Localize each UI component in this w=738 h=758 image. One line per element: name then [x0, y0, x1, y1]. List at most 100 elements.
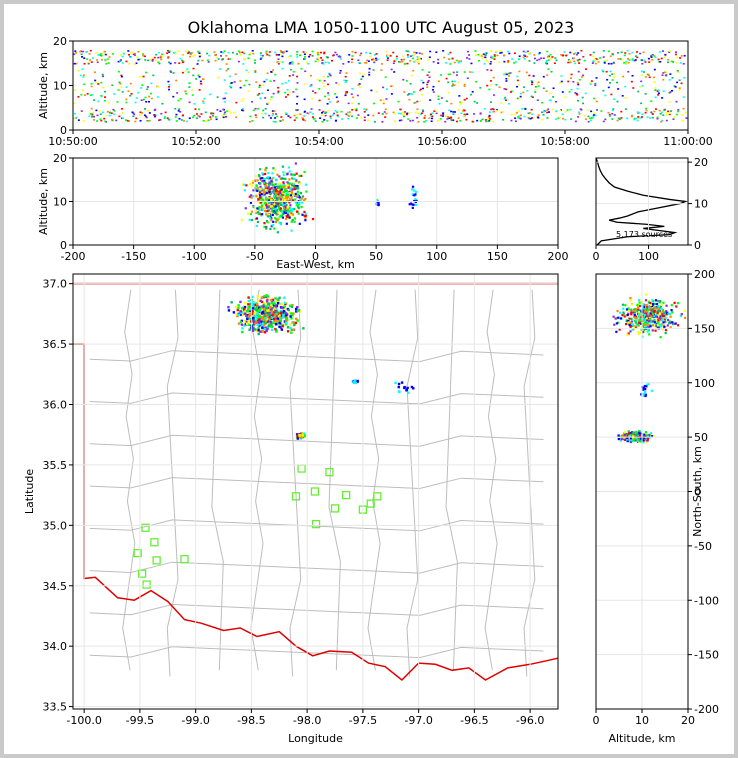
source-mark	[254, 217, 257, 220]
source-mark	[269, 98, 272, 101]
source-mark	[285, 222, 288, 225]
source-mark	[257, 314, 260, 318]
source-mark	[193, 103, 196, 105]
source-mark	[292, 193, 295, 197]
source-mark	[286, 172, 289, 175]
source-mark	[90, 61, 93, 63]
source-mark	[578, 113, 581, 115]
y-tick-label: 200	[694, 268, 715, 281]
source-mark	[288, 182, 292, 185]
y-tick-label: 20	[694, 156, 708, 169]
source-mark	[256, 299, 260, 303]
source-mark	[647, 299, 650, 302]
source-mark	[629, 325, 632, 329]
source-mark	[146, 88, 149, 91]
source-mark	[91, 114, 94, 117]
source-mark	[402, 78, 405, 81]
source-mark	[290, 190, 293, 193]
source-mark	[483, 108, 486, 110]
source-mark	[630, 439, 633, 442]
source-mark	[276, 231, 279, 234]
source-mark	[532, 75, 535, 77]
source-mark	[375, 53, 378, 55]
source-mark	[664, 74, 667, 77]
source-mark	[621, 314, 624, 317]
source-mark	[537, 53, 540, 55]
source-mark	[637, 320, 641, 323]
source-mark	[584, 68, 587, 70]
source-mark	[492, 56, 495, 59]
source-mark	[411, 119, 414, 122]
source-mark	[510, 119, 513, 122]
source-mark	[251, 302, 254, 305]
source-mark	[680, 55, 683, 57]
source-mark	[646, 383, 649, 386]
source-mark	[644, 76, 647, 78]
source-mark	[335, 82, 338, 84]
source-mark	[328, 73, 331, 76]
source-mark	[527, 53, 530, 55]
source-mark	[237, 313, 240, 316]
source-mark	[335, 53, 338, 56]
source-mark	[254, 315, 257, 318]
source-mark	[89, 94, 92, 97]
source-mark	[269, 197, 273, 200]
source-mark	[277, 186, 280, 189]
source-mark	[266, 304, 270, 307]
source-mark	[641, 84, 644, 87]
source-mark	[629, 440, 632, 444]
source-mark	[664, 54, 667, 56]
source-mark	[263, 209, 267, 212]
source-mark	[275, 330, 278, 333]
source-mark	[642, 51, 645, 54]
source-mark	[227, 306, 230, 309]
county-boundary	[523, 289, 536, 677]
source-mark	[391, 84, 394, 87]
y-tick-label: 20	[53, 35, 67, 48]
source-mark	[630, 430, 634, 434]
source-mark	[651, 434, 654, 438]
source-mark	[295, 194, 298, 198]
source-mark	[638, 430, 641, 433]
source-mark	[304, 197, 307, 201]
source-mark	[508, 52, 511, 55]
source-mark	[296, 433, 299, 436]
source-mark	[266, 184, 269, 187]
source-mark	[430, 117, 433, 120]
source-mark	[120, 75, 123, 78]
source-mark	[151, 58, 154, 61]
source-mark	[410, 74, 413, 77]
county-boundary	[367, 289, 381, 671]
lma-station-marker	[297, 464, 306, 473]
source-mark	[268, 192, 271, 195]
source-mark	[671, 311, 674, 314]
source-mark	[256, 294, 259, 298]
source-mark	[321, 120, 324, 123]
source-mark	[276, 61, 279, 63]
source-mark	[290, 173, 293, 176]
source-mark	[220, 55, 223, 57]
source-mark	[635, 319, 638, 322]
source-mark	[380, 63, 383, 65]
source-mark	[426, 83, 429, 86]
source-mark	[283, 172, 286, 175]
source-mark	[359, 54, 362, 57]
source-mark	[626, 333, 629, 337]
source-mark	[627, 322, 630, 325]
source-mark	[277, 197, 280, 200]
source-mark	[622, 307, 625, 310]
source-mark	[641, 70, 644, 73]
source-mark	[631, 59, 634, 62]
source-mark	[90, 107, 93, 110]
source-mark	[456, 120, 459, 123]
source-mark	[646, 310, 649, 314]
source-mark	[269, 325, 273, 328]
source-mark	[666, 324, 669, 327]
source-mark	[259, 307, 262, 310]
source-mark	[545, 90, 548, 93]
source-mark	[267, 327, 270, 331]
source-mark	[261, 322, 264, 326]
source-mark	[527, 116, 530, 119]
source-mark	[436, 120, 439, 122]
source-mark	[329, 101, 332, 103]
